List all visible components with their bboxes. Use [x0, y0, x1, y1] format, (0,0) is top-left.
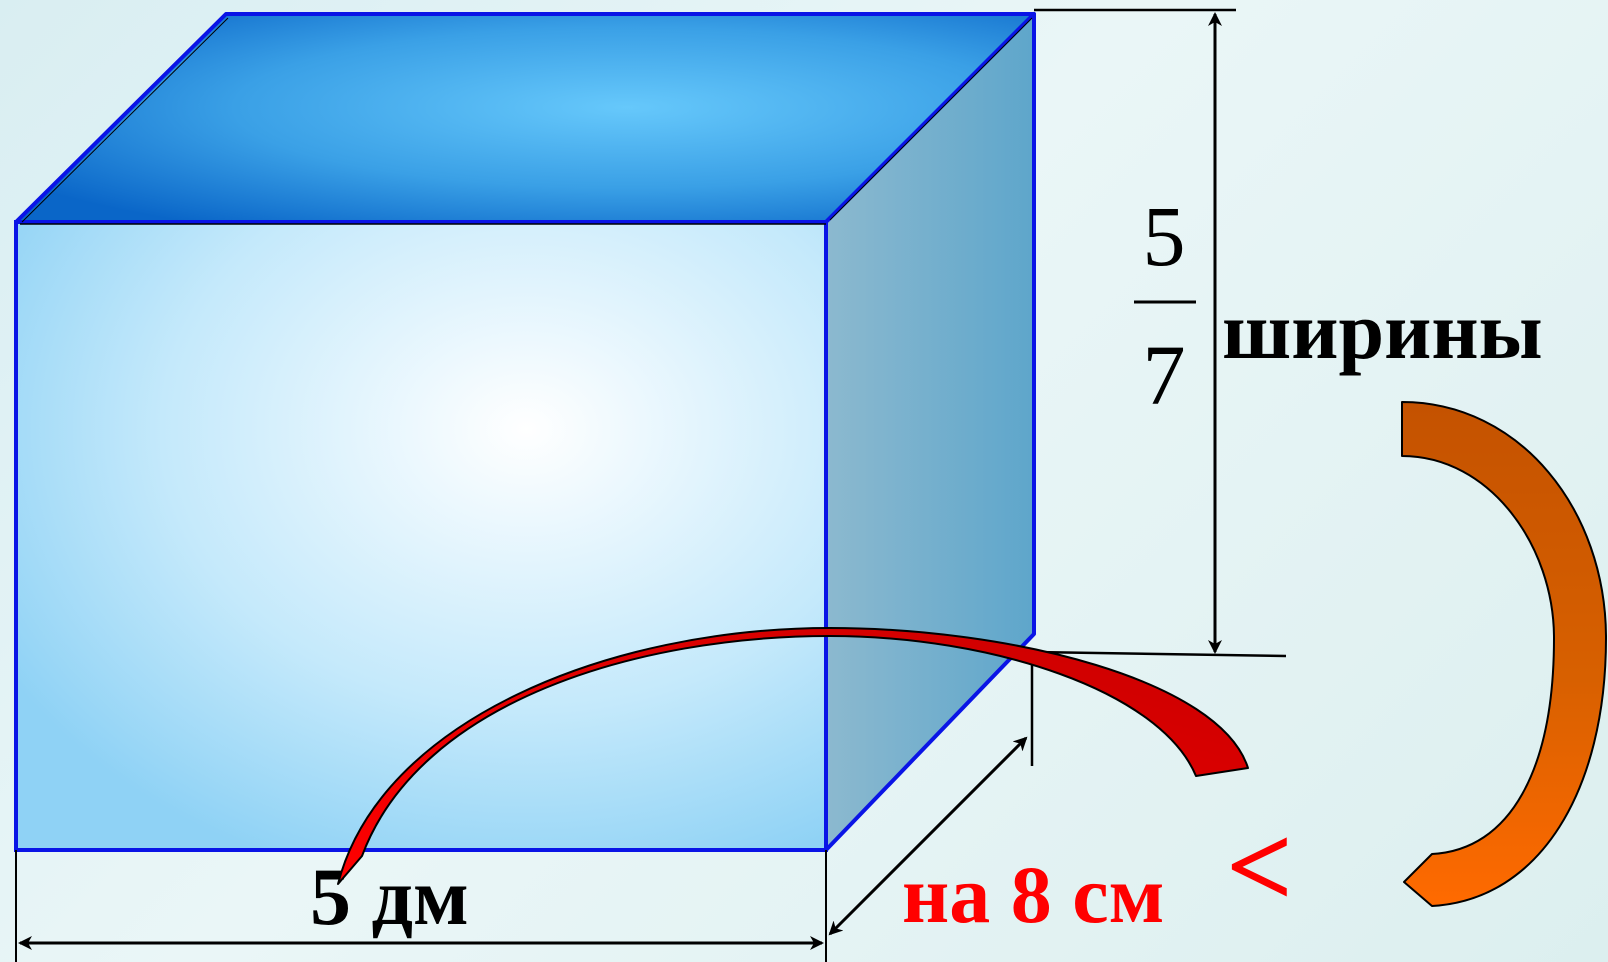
height-extension-bottom: [1033, 650, 1287, 658]
less-than-sign: <: [1226, 801, 1293, 932]
red-curved-arrow: [337, 627, 1249, 885]
fraction-denominator: 7: [1143, 327, 1186, 423]
width-difference-label: на 8 см: [902, 849, 1165, 940]
box-inner-top-left-edge: [21, 17, 229, 223]
width-dimension-arrow: [828, 736, 1028, 936]
box-inner-top-right-edge: [829, 17, 1033, 221]
height-word-label: ширины: [1222, 285, 1543, 376]
fraction-numerator: 5: [1143, 188, 1186, 284]
length-label: 5 дм: [310, 851, 469, 942]
orange-curved-arrow: [1401, 401, 1607, 907]
